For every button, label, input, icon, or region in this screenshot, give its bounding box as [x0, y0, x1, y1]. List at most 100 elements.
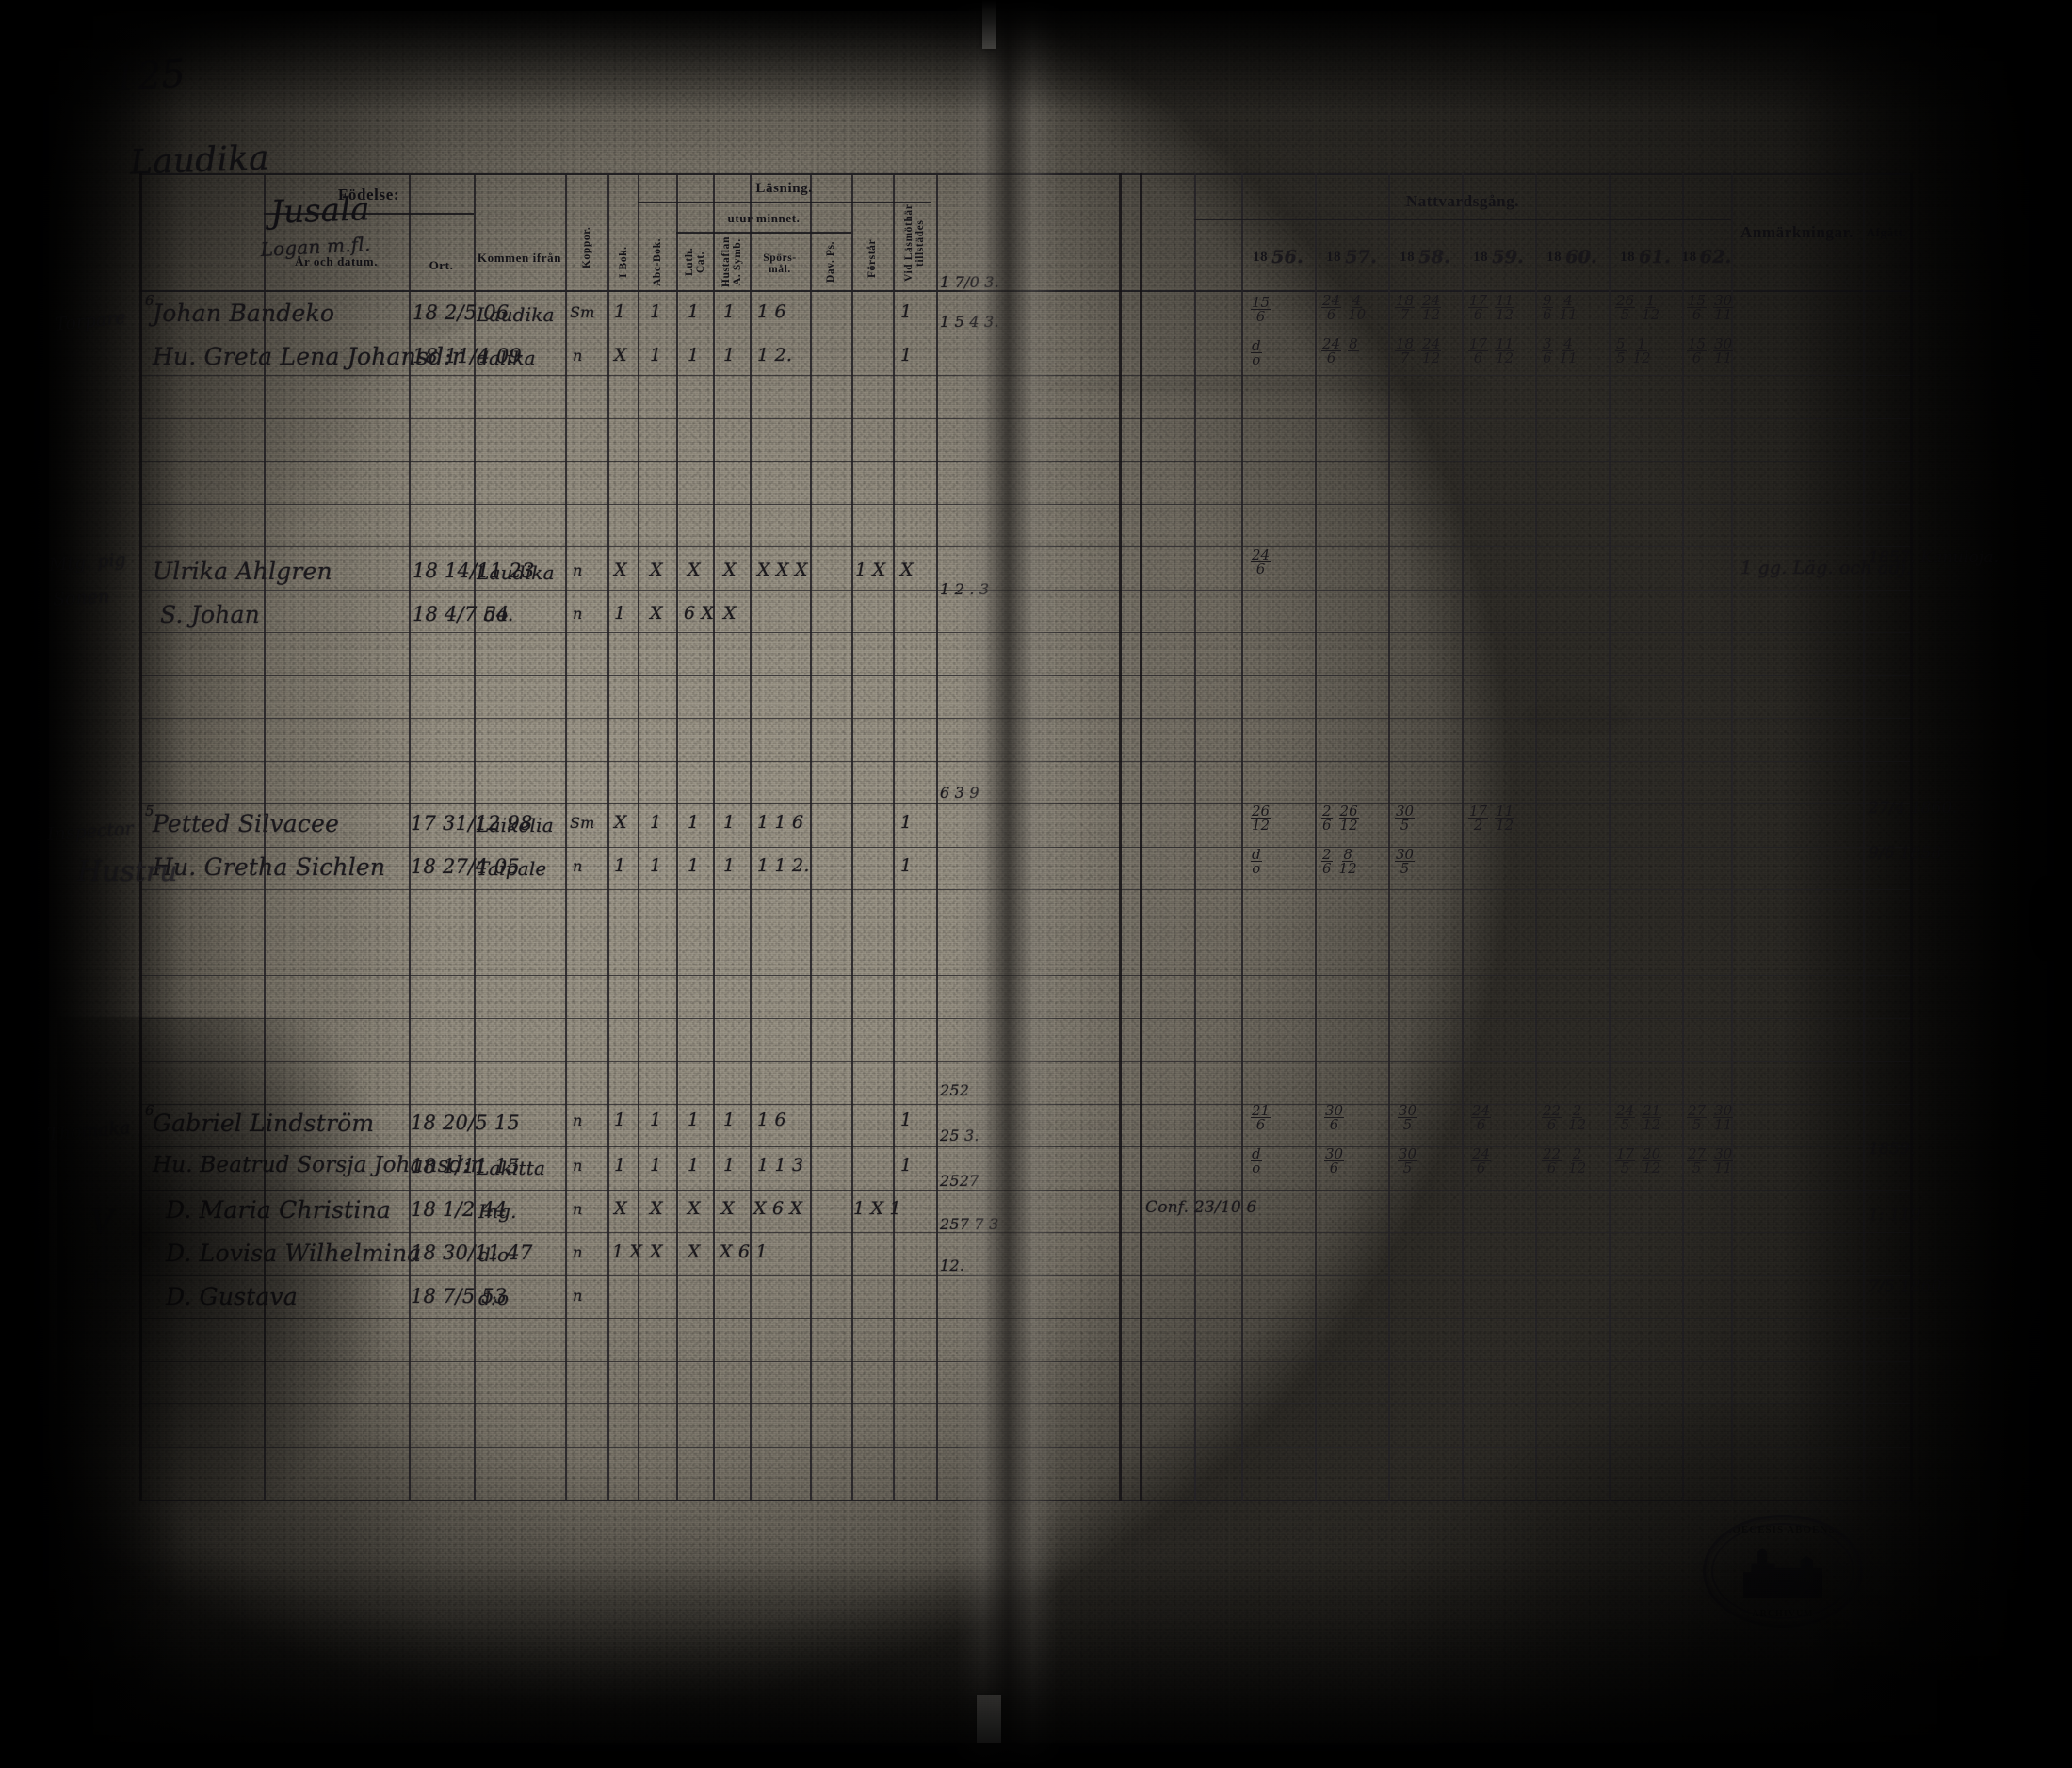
- row-smallpox: Sm: [570, 303, 595, 321]
- row-luth-cat: X: [688, 1198, 701, 1219]
- year-suffix: 59.: [1492, 247, 1524, 268]
- frac-den2: 12: [1642, 306, 1660, 324]
- col-border-smallpox: [607, 173, 609, 1501]
- col-border-sporsmal: [810, 173, 812, 1501]
- row-smallpox: n: [573, 1157, 583, 1175]
- frac-den: 6: [1326, 306, 1336, 324]
- row-luth-cat: 1: [688, 1110, 700, 1130]
- frac-den: o: [1252, 860, 1261, 878]
- row-in-book: 1 X: [612, 1241, 643, 1262]
- row-birth-place: Laikelia: [477, 814, 554, 836]
- frac-den: 6: [1546, 1160, 1557, 1177]
- communion-cell: 15 6 30 11: [1687, 293, 1734, 324]
- frac-den: 6: [1255, 560, 1266, 578]
- header-communion-group: Nattvardsgång.: [1405, 192, 1520, 211]
- row-line: [139, 1018, 1912, 1019]
- reading-sub-underline: [676, 232, 851, 234]
- row-hustaflan: 1: [723, 1155, 736, 1176]
- row-hustaflan: 1: [723, 301, 736, 322]
- year-suffix: 62.: [1699, 247, 1732, 268]
- row-in-book: 1: [614, 1110, 626, 1130]
- header-year-1: 18 56.: [1241, 239, 1315, 277]
- row-sporsmal: 1 1 3: [757, 1155, 804, 1176]
- communion-cell: 17 5 20 12: [1615, 1146, 1662, 1177]
- frac-den2: 12: [1422, 306, 1441, 324]
- communion-cell: 17 6 11 12: [1468, 336, 1515, 365]
- frac-den2: 12: [1338, 860, 1357, 878]
- row-birth-date: 18 30/11 47: [411, 1241, 533, 1264]
- frac-den2: 12: [1643, 1116, 1661, 1134]
- row-luth-cat: 1: [688, 812, 700, 833]
- frac-den2: 12: [1339, 817, 1358, 835]
- row-attendance: 1 5 4 3.: [940, 313, 999, 331]
- frac-den2: 11: [1559, 349, 1578, 367]
- communion-cell: 30 6: [1324, 1103, 1345, 1132]
- communion-cell: 22 6 2 12: [1542, 1103, 1587, 1134]
- reading-group-underline: [638, 202, 931, 203]
- row-hustaflan: 1: [723, 855, 736, 876]
- communion-cell: 24 6: [1471, 1103, 1492, 1132]
- frac-den2: 12: [1568, 1116, 1587, 1134]
- seal-top-text: DIOECESIS ABOENSIS: [1719, 1524, 1847, 1535]
- frac-den: 5: [1620, 1160, 1630, 1177]
- year-prefix: 18: [1620, 250, 1636, 266]
- row-sporsmal: 1 6: [757, 301, 786, 322]
- page-number: 125: [111, 52, 187, 101]
- frac-den: 6: [1692, 306, 1702, 324]
- table-bottom-border: [139, 1500, 1912, 1501]
- communion-cell: 24 6 8: [1321, 336, 1359, 365]
- year-suffix: 56.: [1271, 247, 1303, 268]
- row-line: [139, 1403, 1912, 1404]
- col-border-departed: [1863, 173, 1865, 1501]
- communion-cell: 24 6: [1251, 547, 1271, 578]
- year-suffix: 61.: [1639, 247, 1671, 268]
- year-suffix: 60.: [1565, 247, 1597, 268]
- row-in-book: X: [614, 1198, 627, 1219]
- row-in-book: X: [614, 560, 627, 580]
- row-hustaflan: X: [721, 1198, 735, 1219]
- row-line: [139, 718, 1912, 719]
- row-departed: 1857. Kanuloja.: [1869, 548, 1999, 567]
- row-attendance: 2527: [940, 1172, 979, 1190]
- row-birth-place: Ing.: [478, 1200, 517, 1223]
- communion-cell: 30 5: [1395, 803, 1416, 833]
- row-abc-book: 1: [650, 855, 662, 876]
- row-name: Gabriel Lindström: [153, 1110, 375, 1137]
- frac-den: 2: [1473, 817, 1483, 835]
- frac-den2: 12: [1568, 1160, 1587, 1177]
- frac-den2: 12: [1422, 349, 1441, 367]
- row-in-book: 1: [614, 301, 626, 322]
- row-luth-cat: 1: [688, 1155, 700, 1176]
- row-hustaflan: 1: [723, 1110, 736, 1130]
- communion-cell: 27 5 30 11: [1687, 1146, 1734, 1177]
- row-luth-cat: 1: [688, 855, 700, 876]
- row-in-book: 1: [614, 1155, 626, 1176]
- row-abc-book: 1: [650, 301, 662, 322]
- row-dav-ps: 1 X 1: [853, 1198, 901, 1219]
- row-name: Petted Silvacee: [153, 810, 340, 837]
- row-forstar: 1: [900, 812, 913, 833]
- frac-den: 6: [1322, 860, 1332, 878]
- row-smallpox: n: [573, 1111, 583, 1129]
- communion-cell: 24 6 4 10: [1321, 293, 1366, 324]
- frac-den: 6: [1322, 817, 1332, 835]
- communion-cell: 27 5 30 11: [1687, 1103, 1734, 1132]
- frac-den2: 11: [1714, 1160, 1733, 1177]
- communion-cell: 30 5: [1398, 1146, 1418, 1176]
- row-name: S. Johan: [160, 601, 260, 628]
- row-line: [139, 1275, 1912, 1276]
- seal-bottom-text: ARCHIVUM: [1752, 1609, 1814, 1619]
- row-line: [139, 375, 1912, 376]
- communion-group-underline: [1194, 219, 1731, 220]
- header-came-from: Kommen ifrån: [477, 251, 562, 266]
- row-line: [139, 803, 1912, 804]
- margin-note-cross: +: [85, 1264, 107, 1295]
- row-departed: 27/4 1860.: [1869, 799, 1958, 818]
- communion-cell: 30 5: [1398, 1103, 1418, 1132]
- row-remarks: Conf. 23/10 6: [1145, 1198, 1257, 1217]
- header-reading-sub: utur minnet.: [727, 211, 801, 226]
- year-prefix: 18: [1473, 250, 1489, 266]
- communion-cell: 26 12: [1251, 803, 1271, 833]
